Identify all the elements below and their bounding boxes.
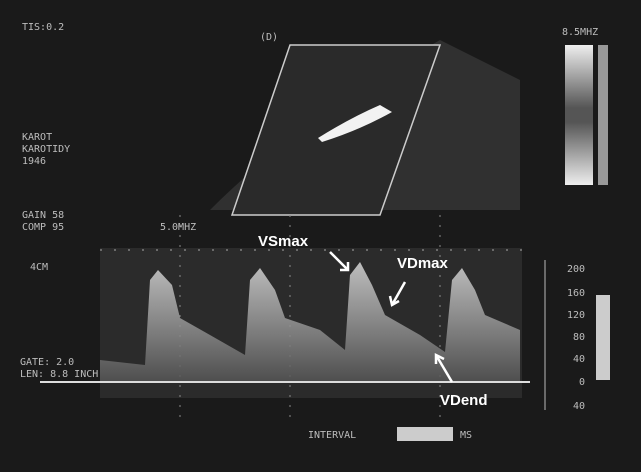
info-text: TIS:0.2 bbox=[22, 22, 64, 33]
interval-box bbox=[397, 427, 453, 441]
info-text: KAROT bbox=[22, 132, 52, 143]
interval-label: INTERVAL bbox=[308, 430, 356, 441]
scale-label: 200 bbox=[567, 264, 585, 275]
ultrasound-screen: VSmax VDmax VDend (D) 8.5MHZ 5.0MHZ 4CM … bbox=[0, 0, 641, 472]
setting-text: COMP 95 bbox=[22, 222, 64, 233]
scale-marker bbox=[596, 295, 610, 380]
spectrum-freq: 5.0MHZ bbox=[160, 222, 196, 233]
mode-label: (D) bbox=[260, 32, 278, 43]
gate-text: GATE: 2.0 bbox=[20, 357, 74, 368]
scale-label: 40 bbox=[573, 354, 585, 365]
info-text: 1946 bbox=[22, 156, 46, 167]
annotation: VDend bbox=[440, 392, 488, 409]
gate-text: LEN: 8.8 INCH bbox=[20, 369, 98, 380]
scale-label: 120 bbox=[567, 310, 585, 321]
scale-label: 40 bbox=[573, 401, 585, 412]
interval-unit: MS bbox=[460, 430, 472, 441]
info-text: KAROTIDY bbox=[22, 144, 70, 155]
color-bar-gray bbox=[598, 45, 608, 185]
annotation: VDmax bbox=[397, 255, 449, 272]
annotation: VSmax bbox=[258, 233, 309, 250]
scale-label: 160 bbox=[567, 288, 585, 299]
scale-label: 80 bbox=[573, 332, 585, 343]
color-bar bbox=[565, 45, 593, 185]
setting-text: GAIN 58 bbox=[22, 210, 64, 221]
probe-freq: 8.5MHZ bbox=[562, 27, 598, 38]
scale-label: 0 bbox=[579, 377, 585, 388]
depth: 4CM bbox=[30, 262, 48, 273]
